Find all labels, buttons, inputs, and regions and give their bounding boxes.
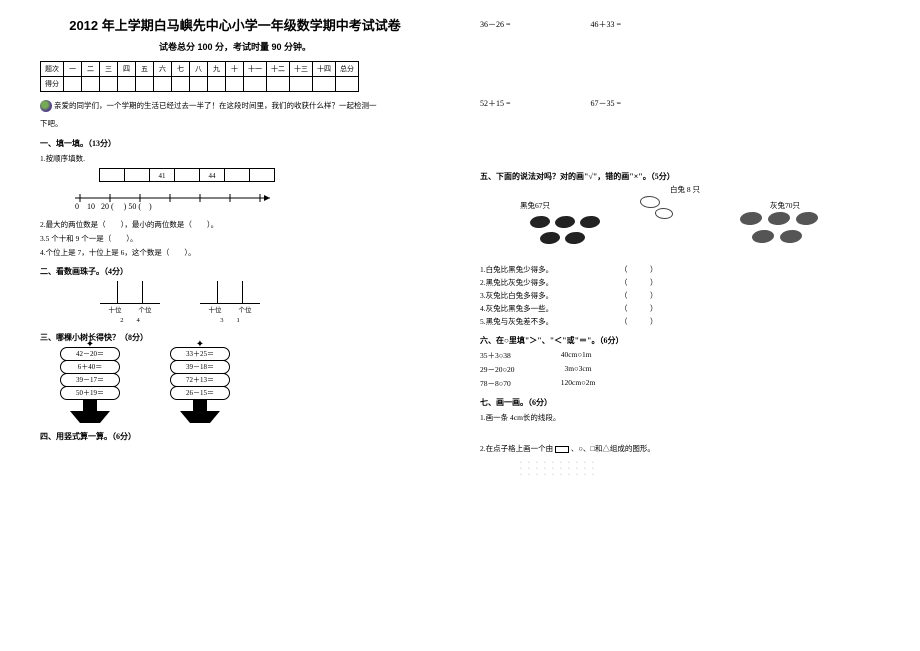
score-row2-label: 得分 — [41, 77, 64, 92]
exam-title: 2012 年上学期白马嶼先中心小学一年级数学期中考试试卷 — [40, 15, 430, 34]
judge-2: 2.黑兔比灰兔少得多。（ ） — [480, 277, 870, 288]
intro-text: 亲爱的同学们，一个学期的生活已经过去一半了！在这段时间里，我们的收获什么样？一起… — [40, 100, 430, 112]
compare-2: 29－20○203m○3cm — [480, 364, 870, 375]
section-3-heading: 三、哪棵小树长得快？（8分） — [40, 332, 430, 343]
abacus-1: 十位个位 2 4 — [100, 281, 160, 324]
q1-3: 3.5 个十和 9 个一是（ ）。 — [40, 233, 430, 244]
section-4-heading: 四、用竖式算一算。（6分） — [40, 431, 430, 442]
exam-subtitle: 试卷总分 100 分，考试时量 90 分钟。 — [40, 40, 430, 53]
q7-2: 2.在点子格上画一个由 、○、□和△组成的图形。 — [480, 443, 870, 454]
abacus-2: 十位个位 3 1 — [200, 281, 260, 324]
section-5-heading: 五、下面的说法对吗？对的画"√"，错的画"×"。（5分） — [480, 171, 870, 182]
judge-5: 5.黑兔与灰兔差不多。（ ） — [480, 316, 870, 327]
shape-icons — [555, 446, 569, 453]
number-line: 0 10 20 ( ) 50 ( ) — [70, 186, 290, 216]
abacus-row: 十位个位 2 4 十位个位 3 1 — [100, 281, 430, 324]
star-icon: ✦ — [86, 339, 94, 350]
dot-grid: ······························ — [520, 460, 870, 478]
intro-text-2: 下吧。 — [40, 118, 430, 130]
score-table: 题次 一 二 三 四 五 六 七 八 九 十 十一 十二 十三 十四 总分 得分 — [40, 61, 359, 92]
section-2-heading: 二、看数画珠子。（4分） — [40, 266, 430, 277]
q1-1: 1.按顺序填数. — [40, 153, 430, 164]
section-6-heading: 六、在○里填"＞"、"＜"或"＝"。（6分） — [480, 335, 870, 346]
compare-1: 35＋3○3840cm○1m — [480, 350, 870, 361]
rabbits-figure: 黑兔67只 白兔 8 只 灰兔70只 — [510, 186, 870, 256]
star-icon: ✦ — [196, 339, 204, 350]
score-row1-label: 题次 — [41, 62, 64, 77]
eq-row-1: 36－26 = 46＋33 = — [480, 19, 870, 30]
compare-3: 78－8○70120cm○2m — [480, 378, 870, 389]
judge-4: 4.灰兔比黑兔多一些。（ ） — [480, 303, 870, 314]
section-7-heading: 七、画一画。（6分） — [480, 397, 870, 408]
eq-row-2: 52＋15 = 67－35 = — [480, 98, 870, 109]
q1-4: 4.个位上是 7，十位上是 6，这个数是（ ）。 — [40, 247, 430, 258]
tree-2: ✦ 33＋25＝ 39－18＝ 72＋13＝ 26－15＝ — [160, 347, 240, 423]
bee-icon — [40, 100, 52, 112]
rectangle-icon — [555, 446, 569, 453]
judge-3: 3.灰兔比白兔多得多。（ ） — [480, 290, 870, 301]
sequence-boxes: 41 44 — [100, 168, 430, 182]
section-1-heading: 一、填一填。（13分） — [40, 138, 430, 149]
tree-1: ✦ 42－20＝ 6＋40＝ 39－17＝ 50＋19＝ — [50, 347, 130, 423]
judge-1: 1.白兔比黑兔少得多。（ ） — [480, 264, 870, 275]
q7-1: 1.画一条 4cm长的线段。 — [480, 412, 870, 423]
q1-2: 2.最大的两位数是（ ），最小的两位数是（ ）。 — [40, 219, 430, 230]
